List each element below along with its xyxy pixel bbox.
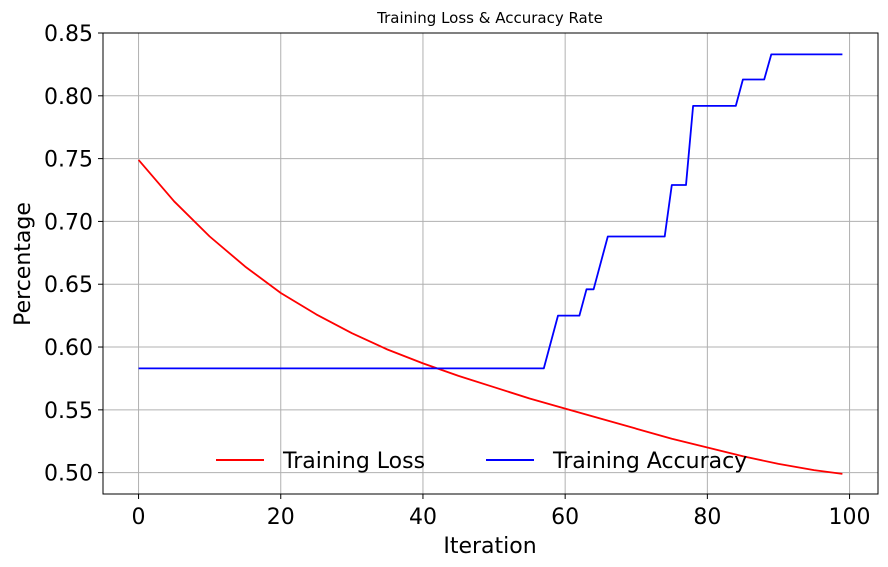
legend-label: Training Loss: [282, 449, 425, 474]
training-loss-line: [137, 159, 843, 475]
y-axis: 0.50 0.55 0.60 0.65 0.70 0.75 0.80 0.85: [44, 22, 103, 487]
x-tick-label: 20: [267, 505, 295, 530]
y-tick-label: 0.65: [44, 273, 93, 298]
y-tick-label: 0.75: [44, 148, 93, 173]
plot-frame: [102, 32, 879, 495]
x-axis-label: Iteration: [443, 534, 536, 559]
y-tick-label: 0.50: [44, 462, 93, 487]
y-tick-label: 0.80: [44, 85, 93, 110]
grid: [103, 32, 878, 494]
x-axis: 0 20 40 60 80 100: [132, 494, 871, 530]
x-tick-label: 0: [132, 505, 146, 530]
x-tick-label: 80: [693, 505, 721, 530]
y-tick-label: 0.70: [44, 210, 93, 235]
training-accuracy-line: [138, 53, 843, 370]
x-tick-label: 60: [551, 505, 579, 530]
y-axis-label: Percentage: [11, 202, 36, 326]
legend: Training Loss Training Accuracy: [216, 449, 747, 474]
y-tick-label: 0.55: [44, 399, 93, 424]
x-tick-label: 40: [409, 505, 437, 530]
series-lines: [137, 53, 843, 475]
y-tick-label: 0.85: [44, 22, 93, 47]
chart-title: Training Loss & Accuracy Rate: [376, 9, 603, 27]
legend-label: Training Accuracy: [552, 449, 747, 474]
x-tick-label: 100: [829, 505, 871, 530]
y-tick-label: 0.60: [44, 336, 93, 361]
